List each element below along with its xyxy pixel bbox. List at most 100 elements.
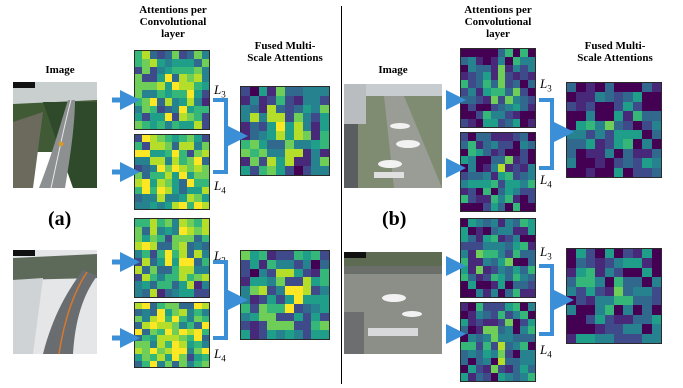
heatmap-cell xyxy=(285,113,294,123)
heatmap-cell xyxy=(302,95,312,105)
heatmap-cell xyxy=(483,156,491,165)
heatmap-cell xyxy=(194,179,202,187)
heatmap-cell xyxy=(164,226,172,235)
heatmap-cell xyxy=(302,148,312,158)
heatmap-cell xyxy=(613,314,624,325)
heatmap-cell xyxy=(468,179,476,188)
fused-map-b1 xyxy=(566,82,662,178)
heatmap-cell xyxy=(468,148,476,157)
heatmap-cell xyxy=(651,258,661,268)
heatmap-cell xyxy=(157,51,165,59)
heatmap-cell xyxy=(149,66,158,75)
heatmap-cell xyxy=(527,56,535,65)
heatmap-cell xyxy=(135,242,143,251)
heatmap-cell xyxy=(302,295,312,304)
heatmap-cell xyxy=(142,226,150,235)
heatmap-cell xyxy=(468,250,476,258)
heatmap-cell xyxy=(490,49,498,57)
heatmap-cell xyxy=(157,265,165,274)
heatmap-cell xyxy=(604,249,614,259)
heatmap-cell xyxy=(505,64,513,73)
heatmap-cell xyxy=(651,101,661,112)
heatmap-cell xyxy=(468,242,476,251)
heatmap-cell xyxy=(468,273,476,282)
heatmap-cell xyxy=(475,187,484,196)
heatmap-cell xyxy=(490,195,498,204)
heatmap-cell xyxy=(623,83,633,93)
heatmap-cell xyxy=(576,139,586,149)
heatmap-cell xyxy=(320,259,329,269)
heatmap-cell xyxy=(241,321,250,331)
heatmap-cell xyxy=(249,166,259,175)
heatmap-cell xyxy=(483,203,491,211)
heatmap-cell xyxy=(302,87,312,96)
heatmap-cell xyxy=(623,111,633,121)
heatmap-cell xyxy=(490,80,498,88)
heatmap-cell xyxy=(613,295,624,306)
heatmap-cell xyxy=(498,80,506,88)
heatmap-cell xyxy=(135,149,143,158)
heatmap-cell xyxy=(135,281,143,290)
heatmap-cell xyxy=(505,250,513,258)
heatmap-cell xyxy=(194,360,202,367)
heatmap-cell xyxy=(172,74,180,83)
heatmap-cell xyxy=(475,219,484,227)
heatmap-cell xyxy=(320,312,329,322)
heatmap-cell xyxy=(142,250,150,258)
heatmap-cell xyxy=(490,349,498,358)
heatmap-cell xyxy=(201,281,209,290)
heatmap-cell xyxy=(201,315,209,323)
heatmap-cell xyxy=(498,373,506,381)
heatmap-cell xyxy=(595,83,605,93)
heatmap-cell xyxy=(194,51,202,59)
heatmap-cell xyxy=(461,357,469,366)
heatmap-cell xyxy=(475,342,484,350)
heatmap-cell xyxy=(483,265,491,274)
heatmap-cell xyxy=(490,187,498,196)
heatmap-cell xyxy=(642,286,652,296)
heatmap-cell xyxy=(135,201,143,209)
heatmap-cell xyxy=(157,179,165,187)
heatmap-cell xyxy=(483,303,491,311)
heatmap-cell xyxy=(276,95,285,105)
heatmap-cell xyxy=(179,186,187,195)
heatmap-cell xyxy=(461,179,469,188)
heatmap-cell xyxy=(490,164,498,172)
heatmap-cell xyxy=(172,315,180,323)
heatmap-cell xyxy=(249,148,259,158)
heatmap-cell xyxy=(276,330,285,339)
heatmap-cell xyxy=(149,51,158,59)
heatmap-cell xyxy=(505,119,513,127)
heatmap-cell xyxy=(194,234,202,243)
heatmap-cell xyxy=(179,121,187,129)
heatmap-cell xyxy=(293,321,303,331)
heatmap-cell xyxy=(249,330,259,339)
heatmap-cell xyxy=(157,172,165,180)
heatmap-cell xyxy=(149,360,158,367)
heatmap-cell xyxy=(142,219,150,227)
heatmap-cell xyxy=(149,135,158,143)
heatmap-cell xyxy=(186,90,195,98)
heatmap-cell xyxy=(186,149,195,158)
heatmap-cell xyxy=(302,131,312,140)
heatmap-cell xyxy=(595,167,605,177)
heatmap-cell xyxy=(258,139,268,149)
heatmap-cell xyxy=(149,289,158,297)
heatmap-cell xyxy=(475,273,484,282)
heatmap-cell xyxy=(267,321,277,331)
heatmap-cell xyxy=(567,139,577,149)
heatmap-cell xyxy=(642,333,652,343)
heatmap-cell xyxy=(172,289,180,297)
heatmap-cell xyxy=(461,234,469,243)
heatmap-cell xyxy=(498,148,506,157)
heatmap-cell xyxy=(490,310,498,319)
heatmap-cell xyxy=(520,289,528,297)
heatmap-cell xyxy=(498,164,506,172)
heatmap-cell xyxy=(320,87,329,96)
heatmap-cell xyxy=(498,273,506,282)
heatmap-cell xyxy=(505,148,513,157)
heatmap-cell xyxy=(320,95,329,105)
heatmap-cell xyxy=(172,273,180,282)
heatmap-cell xyxy=(258,87,268,96)
heatmap-cell xyxy=(468,342,476,350)
